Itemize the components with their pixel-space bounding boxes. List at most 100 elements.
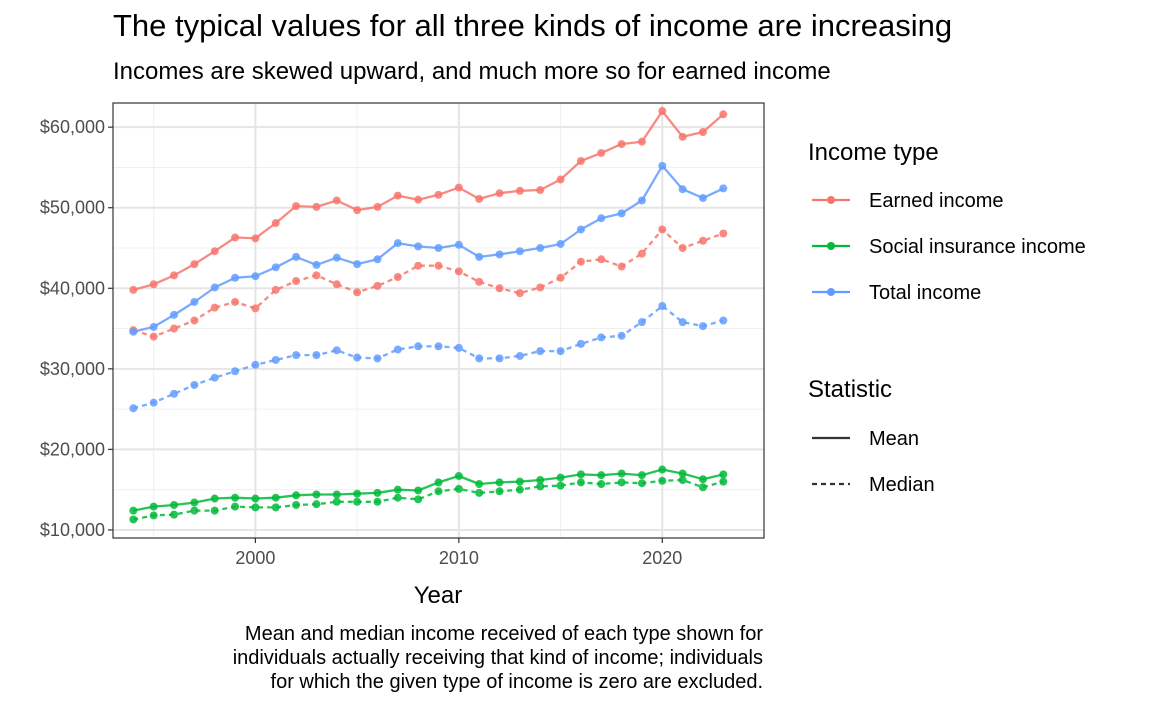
data-point-social-insurance-income-mean <box>597 471 606 480</box>
data-point-social-insurance-income-mean <box>556 473 565 482</box>
data-point-earned-income-median <box>658 225 667 234</box>
data-point-earned-income-mean <box>210 247 219 256</box>
data-point-total-income-median <box>170 389 179 398</box>
data-point-total-income-mean <box>353 260 362 269</box>
data-point-social-insurance-income-median <box>292 500 301 509</box>
data-point-total-income-median <box>332 346 341 355</box>
data-point-earned-income-median <box>251 304 260 313</box>
data-point-total-income-median <box>231 367 240 376</box>
data-point-total-income-mean <box>231 273 240 282</box>
data-point-earned-income-median <box>231 297 240 306</box>
data-point-earned-income-median <box>149 332 158 341</box>
data-point-social-insurance-income-mean <box>292 491 301 500</box>
data-point-total-income-mean <box>678 185 687 194</box>
data-point-social-insurance-income-median <box>353 497 362 506</box>
data-point-social-insurance-income-median <box>149 511 158 520</box>
data-point-social-insurance-income-mean <box>332 490 341 499</box>
data-point-social-insurance-income-median <box>414 495 423 504</box>
data-point-social-insurance-income-median <box>637 479 646 488</box>
data-point-earned-income-mean <box>475 194 484 203</box>
chart-title: The typical values for all three kinds o… <box>113 8 953 43</box>
data-point-earned-income-mean <box>454 183 463 192</box>
data-point-earned-income-median <box>475 277 484 286</box>
data-point-total-income-median <box>292 351 301 360</box>
data-point-total-income-mean <box>292 252 301 261</box>
data-point-social-insurance-income-median <box>556 481 565 490</box>
x-tick-label: 2010 <box>439 548 479 568</box>
data-point-social-insurance-income-mean <box>353 489 362 498</box>
data-point-total-income-mean <box>536 244 545 252</box>
y-axis: $10,000 $20,000 $30,000 $40,000 $50,000 $60,0… <box>40 117 113 540</box>
legend-income-type-title: Income type <box>808 139 939 166</box>
data-point-total-income-median <box>190 380 199 389</box>
data-point-social-insurance-income-median <box>190 506 199 515</box>
data-point-total-income-median <box>576 339 585 348</box>
data-point-earned-income-median <box>373 281 382 290</box>
y-tick-label: $30,000 <box>40 359 105 379</box>
data-point-total-income-mean <box>475 252 484 261</box>
data-point-social-insurance-income-mean <box>271 493 280 502</box>
chart-subtitle: Incomes are skewed upward, and much more… <box>113 58 831 85</box>
x-tick-label: 2000 <box>235 548 275 568</box>
data-point-total-income-median <box>556 347 565 356</box>
data-point-total-income-mean <box>576 225 585 234</box>
data-point-social-insurance-income-median <box>475 488 484 497</box>
data-point-total-income-mean <box>332 253 341 262</box>
data-point-earned-income-mean <box>515 186 524 195</box>
data-point-social-insurance-income-mean <box>515 477 524 486</box>
x-tick-label: 2020 <box>642 548 682 568</box>
data-point-total-income-median <box>129 404 138 413</box>
data-point-total-income-mean <box>698 194 707 203</box>
data-point-total-income-median <box>210 373 219 382</box>
data-point-social-insurance-income-mean <box>637 471 646 480</box>
data-point-earned-income-median <box>393 273 402 281</box>
legend-income-type: Income type Earned income Social insuranc… <box>808 139 1086 304</box>
data-point-earned-income-mean <box>698 128 707 136</box>
data-point-social-insurance-income-mean <box>231 493 240 502</box>
data-point-earned-income-mean <box>434 190 443 199</box>
data-point-earned-income-mean <box>231 233 240 242</box>
data-point-social-insurance-income-mean <box>536 476 545 484</box>
data-point-earned-income-mean <box>495 189 504 198</box>
data-point-social-insurance-income-mean <box>475 480 484 489</box>
data-point-earned-income-mean <box>658 107 667 116</box>
data-point-social-insurance-income-median <box>678 476 687 484</box>
data-point-total-income-mean <box>597 214 606 223</box>
data-point-earned-income-median <box>353 288 362 297</box>
data-point-earned-income-median <box>576 257 585 266</box>
data-point-earned-income-median <box>515 289 524 298</box>
data-point-social-insurance-income-mean <box>312 490 321 499</box>
data-point-social-insurance-income-mean <box>698 475 707 484</box>
data-point-social-insurance-income-mean <box>617 469 626 478</box>
caption-line: Mean and median income received of each … <box>244 623 763 645</box>
data-point-earned-income-mean <box>312 202 321 211</box>
data-point-earned-income-median <box>719 229 728 238</box>
legend-label-total-income: Total income <box>869 282 981 304</box>
data-point-social-insurance-income-median <box>719 477 728 486</box>
data-point-total-income-mean <box>515 247 524 256</box>
data-point-earned-income-mean <box>332 196 341 205</box>
data-point-earned-income-median <box>414 261 423 270</box>
data-point-total-income-median <box>434 342 443 351</box>
data-point-social-insurance-income-mean <box>129 506 138 515</box>
data-point-earned-income-mean <box>149 280 158 289</box>
data-point-social-insurance-income-median <box>597 480 606 489</box>
data-point-total-income-median <box>617 331 626 340</box>
legend-label-earned-income: Earned income <box>869 190 1004 212</box>
data-point-total-income-median <box>251 360 260 369</box>
data-point-social-insurance-income-mean <box>454 471 463 480</box>
y-tick-label: $50,000 <box>40 198 105 218</box>
data-point-earned-income-mean <box>617 140 626 149</box>
legend-key-point <box>827 196 835 204</box>
data-point-earned-income-median <box>678 244 687 252</box>
data-point-earned-income-mean <box>556 175 565 184</box>
data-point-earned-income-mean <box>170 271 179 280</box>
data-point-social-insurance-income-mean <box>414 486 423 495</box>
major-grid <box>113 103 764 538</box>
data-point-total-income-mean <box>271 263 280 272</box>
data-point-earned-income-median <box>190 316 199 325</box>
data-point-earned-income-mean <box>719 110 728 119</box>
data-point-earned-income-mean <box>353 206 362 215</box>
data-point-total-income-mean <box>434 244 443 252</box>
